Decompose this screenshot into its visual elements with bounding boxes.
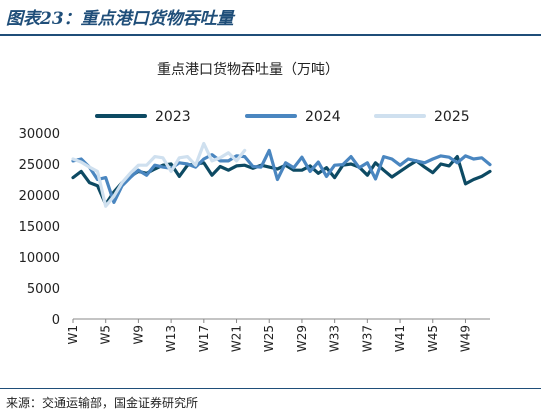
chart-legend: 2023 2024 2025 [95,109,470,125]
series-line-2025 [71,141,247,208]
legend-label-2023: 2023 [155,109,191,125]
y-tick-label: 20000 [19,189,60,204]
y-axis-ticks: 0 5000 10000 15000 20000 25000 30000 [19,127,60,328]
source-note: 来源：交通运输部，国金证券研究所 [6,396,199,410]
chart-title: 重点港口货物吞吐量（万吨） [157,61,339,78]
x-tick-label: W29 [295,325,309,352]
figure-header: 图表23：重点港口货物吞吐量 [0,0,541,34]
header-rule [0,34,541,36]
y-tick-label: 25000 [19,158,60,173]
x-tick-label: W45 [426,325,440,352]
line-chart: 重点港口货物吞吐量（万吨） 2023 2024 2025 0 5000 10000 150… [19,61,492,352]
x-tick-label: W37 [360,325,374,352]
x-axis-ticks: W1 W5 W9 W13 W17 W21 W25 W29 W33 W37 W41 W45 W49 [66,319,472,352]
y-tick-label: 0 [52,313,60,328]
x-tick-label: W5 [99,325,113,345]
y-tick-label: 10000 [19,251,60,266]
footer-rule [0,388,541,389]
x-tick-label: W17 [197,325,211,352]
y-tick-label: 15000 [19,220,60,235]
x-tick-label: W21 [230,325,244,352]
x-tick-label: W25 [262,325,276,352]
legend-label-2024: 2024 [305,109,341,125]
x-tick-label: W41 [393,325,407,352]
x-tick-label: W33 [328,325,342,352]
x-tick-label: W13 [164,325,178,352]
figure-caption: 图表23：重点港口货物吞吐量 [6,9,234,29]
legend-label-2025: 2025 [434,109,470,125]
y-tick-label: 5000 [27,282,60,297]
y-tick-label: 30000 [19,127,60,142]
x-tick-label: W9 [131,325,145,345]
series-line-2023 [71,154,492,206]
x-tick-label: W1 [66,325,80,345]
series-lines [71,141,492,208]
series-line-2024 [71,148,492,204]
x-tick-label: W49 [458,325,472,352]
